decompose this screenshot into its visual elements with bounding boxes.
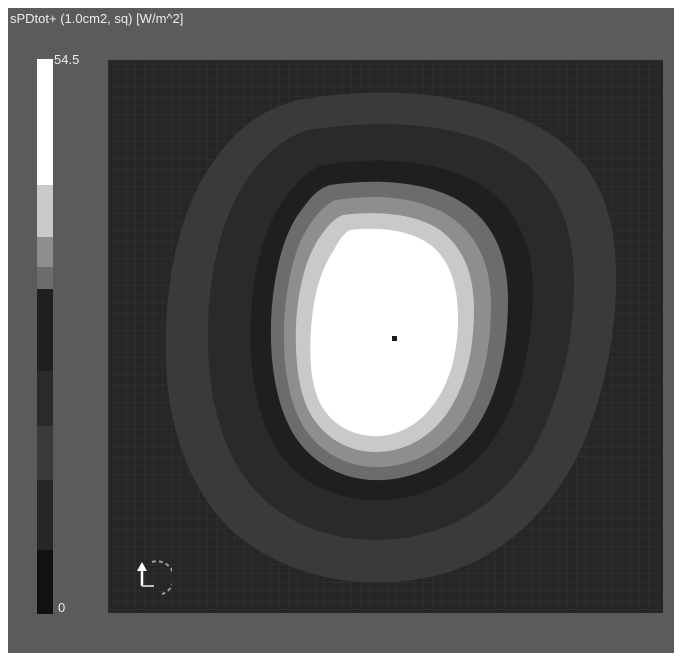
colorbar-band bbox=[37, 426, 53, 480]
colorbar-band bbox=[37, 550, 53, 614]
contour-plot bbox=[108, 60, 663, 613]
peak-marker bbox=[392, 336, 397, 341]
map-title: sPDtot+ (1.0cm2, sq) [W/m^2] bbox=[10, 11, 184, 26]
colorbar-band bbox=[37, 185, 53, 237]
field-viewer: sPDtot+ (1.0cm2, sq) [W/m^2] 54.5 0 bbox=[8, 8, 674, 653]
contour-level-7 bbox=[310, 228, 458, 437]
colorbar-band bbox=[37, 480, 53, 550]
colorbar-band bbox=[37, 289, 53, 371]
power-density-map[interactable] bbox=[108, 60, 663, 613]
colorbar-band bbox=[37, 59, 53, 185]
colorbar-band bbox=[37, 371, 53, 426]
colorbar-min-label: 0 bbox=[58, 600, 66, 615]
colorbar bbox=[37, 59, 53, 614]
axis-triad-icon bbox=[128, 556, 175, 600]
colorbar-band bbox=[37, 237, 53, 267]
colorbar-max-label: 54.5 bbox=[54, 52, 80, 67]
colorbar-band bbox=[37, 267, 53, 289]
